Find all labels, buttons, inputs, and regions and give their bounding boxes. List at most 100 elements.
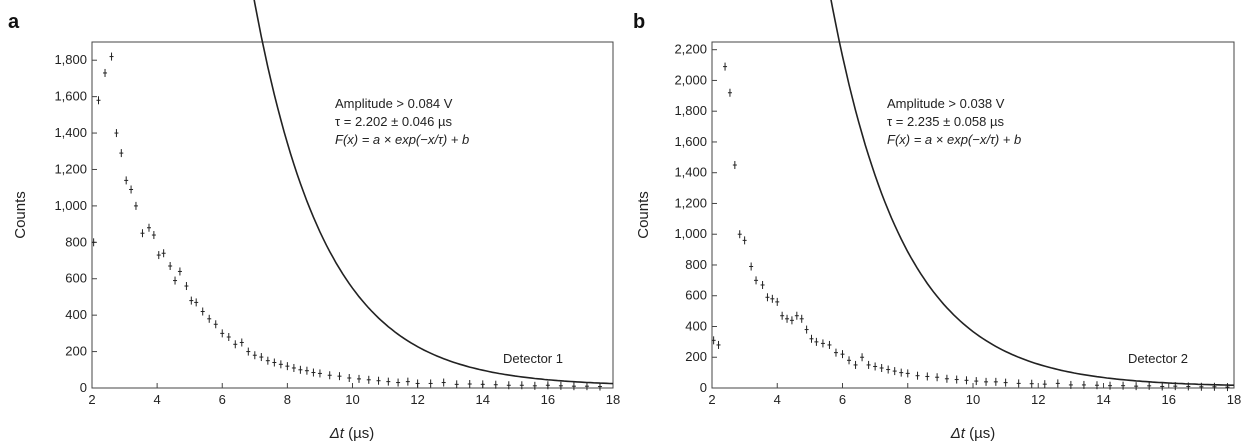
- y-tick-label: 1,600: [674, 134, 707, 149]
- data-point: [754, 276, 759, 285]
- data-point: [189, 296, 194, 305]
- data-point: [1016, 379, 1021, 388]
- x-tick-label: 16: [1162, 392, 1176, 407]
- data-point: [337, 372, 342, 381]
- data-point: [156, 251, 161, 260]
- data-point: [794, 311, 799, 320]
- data-point: [723, 62, 728, 71]
- data-point: [809, 334, 814, 343]
- annotation-fit-formula-b: F(x) = a × exp(−x/τ) + b: [887, 132, 1021, 147]
- x-axis-b: 2 4 6 8 10 12 14 16 18: [708, 383, 1241, 407]
- data-point: [993, 377, 998, 386]
- data-point: [146, 223, 151, 232]
- data-point: [1134, 382, 1139, 391]
- panel-label-a: a: [8, 11, 20, 33]
- data-point: [177, 267, 182, 276]
- data-point: [200, 307, 205, 316]
- data-point: [1108, 381, 1113, 390]
- data-points-a: [91, 52, 602, 391]
- y-tick-label: 1,400: [54, 125, 87, 140]
- y-axis-b: 0 200 400 600 800 1,000 1,200 1,400 1,600 1,800 2,…: [674, 42, 717, 395]
- data-point: [184, 282, 189, 291]
- data-point: [220, 329, 225, 338]
- data-point: [760, 280, 765, 289]
- data-point: [259, 353, 264, 362]
- data-point: [272, 358, 277, 367]
- x-axis-unit-b: (µs): [965, 425, 995, 442]
- data-point: [935, 373, 940, 382]
- data-point: [1147, 381, 1152, 390]
- x-axis-label-a: Δt (µs): [329, 425, 375, 442]
- data-point: [742, 236, 747, 245]
- data-point: [732, 161, 737, 170]
- data-point: [737, 230, 742, 239]
- data-point: [480, 380, 485, 389]
- data-point: [711, 336, 716, 345]
- y-tick-label: 200: [685, 349, 707, 364]
- data-point: [441, 378, 446, 387]
- x-tick-label: 6: [839, 392, 846, 407]
- data-point: [532, 381, 537, 390]
- data-point: [91, 238, 96, 247]
- y-axis-a: 0 200 400 600 800 1,000 1,200 1,400 1,600 1,800: [54, 52, 97, 395]
- detector-label-b: Detector 2: [1128, 351, 1188, 366]
- data-point: [1081, 380, 1086, 389]
- data-point: [860, 353, 865, 362]
- x-tick-label: 2: [708, 392, 715, 407]
- annotation-amplitude-a: Amplitude > 0.084 V: [335, 96, 453, 111]
- data-point: [327, 371, 332, 380]
- data-point: [405, 377, 410, 386]
- annotation-tau-b: τ = 2.235 ± 0.058 µs: [887, 114, 1004, 129]
- data-point: [1160, 382, 1165, 391]
- data-point: [151, 231, 156, 240]
- data-point: [376, 376, 381, 385]
- x-tick-label: 12: [1031, 392, 1045, 407]
- annotation-fit-formula-a: F(x) = a × exp(−x/τ) + b: [335, 132, 469, 147]
- data-point: [866, 360, 871, 369]
- data-point: [347, 373, 352, 382]
- x-tick-label: 14: [1096, 392, 1110, 407]
- y-tick-label: 600: [65, 271, 87, 286]
- data-point: [1121, 381, 1126, 390]
- data-point: [129, 185, 134, 194]
- data-point: [770, 294, 775, 303]
- data-point: [905, 369, 910, 378]
- data-point: [124, 176, 129, 185]
- y-tick-label: 1,200: [674, 195, 707, 210]
- x-tick-label: 8: [284, 392, 291, 407]
- data-point: [799, 314, 804, 323]
- x-tick-label: 4: [774, 392, 781, 407]
- data-point: [1068, 380, 1073, 389]
- data-point: [140, 229, 145, 238]
- data-point: [396, 378, 401, 387]
- data-point: [114, 129, 119, 138]
- x-tick-label: 10: [345, 392, 359, 407]
- x-tick-label: 14: [476, 392, 490, 407]
- data-point: [804, 325, 809, 334]
- x-tick-label: 8: [904, 392, 911, 407]
- data-point: [716, 340, 721, 349]
- data-point: [246, 347, 251, 356]
- x-tick-label: 10: [966, 392, 980, 407]
- data-point: [506, 381, 511, 390]
- x-tick-label: 6: [219, 392, 226, 407]
- data-point: [366, 375, 371, 384]
- y-tick-label: 600: [685, 288, 707, 303]
- data-point: [386, 377, 391, 386]
- data-point: [775, 297, 780, 306]
- data-point: [833, 348, 838, 357]
- data-point: [974, 377, 979, 386]
- data-point: [109, 52, 114, 61]
- data-point: [827, 340, 832, 349]
- data-point: [291, 363, 296, 372]
- data-point: [925, 372, 930, 381]
- data-point: [119, 149, 124, 158]
- x-tick-label: 2: [88, 392, 95, 407]
- data-point: [226, 333, 231, 342]
- y-tick-label: 1,200: [54, 161, 87, 176]
- data-point: [207, 314, 212, 323]
- data-point: [278, 360, 283, 369]
- y-tick-label: 1,400: [674, 165, 707, 180]
- data-point: [285, 362, 290, 371]
- y-tick-label: 400: [685, 318, 707, 333]
